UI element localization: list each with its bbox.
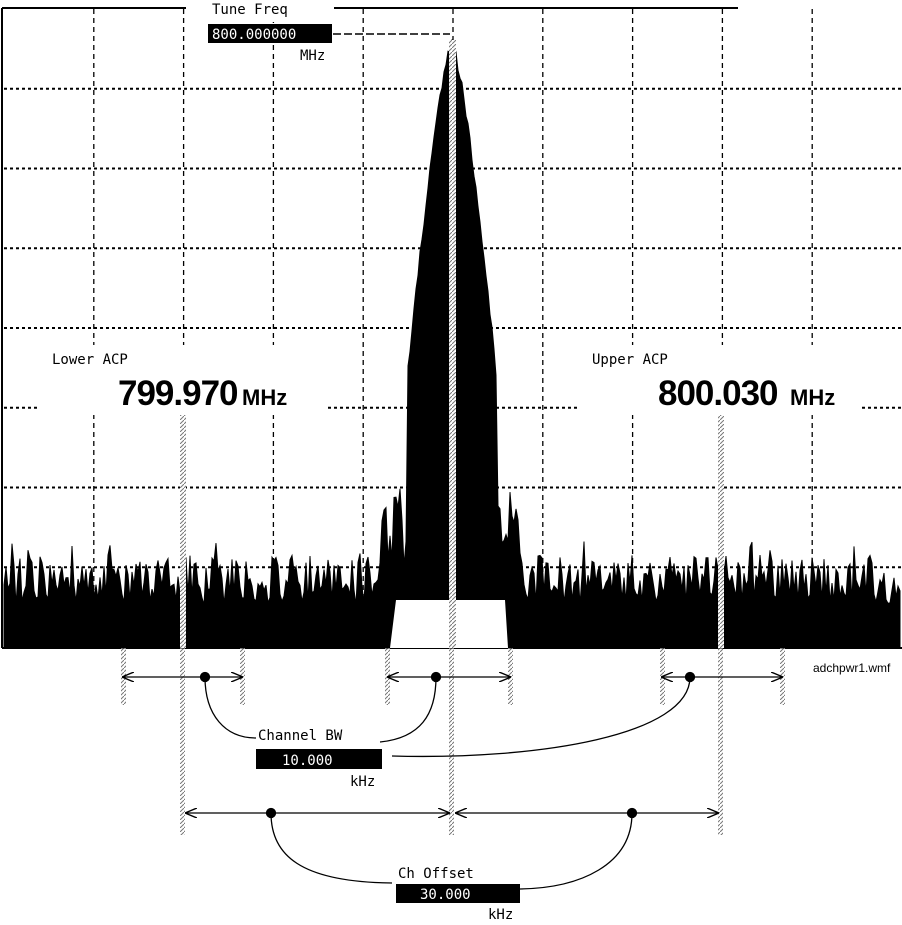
upper-acp-unit: MHz (790, 385, 835, 410)
channel-bw-readout: Channel BW 10.000 kHz (256, 728, 382, 790)
ch-offset-value: 30.000 (420, 887, 471, 903)
lower-bw-dot (199, 671, 211, 683)
tune-freq-label: Tune Freq (212, 2, 288, 18)
boundary-hatch-bar (449, 648, 454, 835)
center-bw-dot (430, 671, 442, 683)
boundary-hatch-bar (180, 648, 185, 835)
channel-bw-unit: kHz (350, 774, 375, 790)
tune-freq-unit: MHz (300, 48, 325, 64)
center-frequency-marker (449, 40, 456, 648)
tune-freq-readout: Tune Freq 800.000000 MHz (186, 0, 450, 64)
channel-bw-value-box (256, 749, 382, 769)
ch-offset-value-box (396, 884, 520, 903)
upper-acp-center-marker (718, 410, 724, 648)
channel-bw-value: 10.000 (282, 753, 333, 769)
lower-offset-dot (265, 807, 277, 819)
lower-acp-value: 799.970 (118, 374, 238, 413)
upper-acp-label: Upper ACP (592, 352, 668, 368)
ch-offset-readout: Ch Offset 30.000 kHz (396, 866, 520, 923)
upper-offset-dot (626, 807, 638, 819)
boundary-hatch-bar (718, 648, 723, 835)
lower-acp-center-marker (180, 410, 186, 648)
channel-bw-label: Channel BW (258, 728, 343, 744)
ch-offset-annotation (186, 807, 718, 890)
lower-acp-unit: MHz (242, 385, 287, 410)
filename-label: adchpwr1.wmf (813, 661, 891, 675)
upper-acp-value: 800.030 (658, 374, 778, 413)
ch-offset-label: Ch Offset (398, 866, 474, 882)
upper-acp-readout: Upper ACP 800.030 MHz (578, 345, 860, 415)
tune-freq-value: 800.000000 (212, 27, 296, 43)
ch-offset-unit: kHz (488, 907, 513, 923)
lower-acp-label: Lower ACP (52, 352, 128, 368)
upper-bw-dot (684, 671, 696, 683)
lower-acp-readout: Lower ACP 799.970 MHz (40, 345, 328, 415)
tune-freq-value-box (208, 24, 332, 43)
channel-bw-annotation (123, 671, 782, 758)
